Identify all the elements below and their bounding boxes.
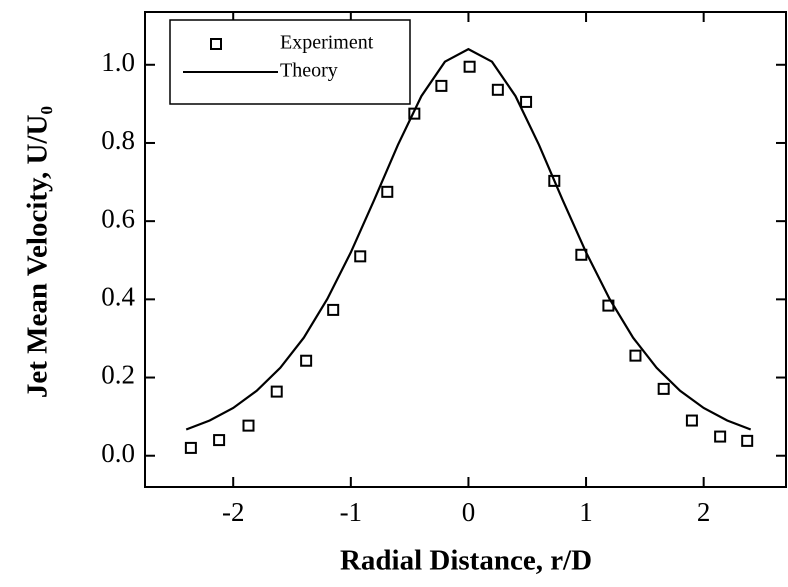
legend-marker <box>210 38 222 50</box>
experiment-point <box>242 419 255 432</box>
y-tick-label: 0.6 <box>101 203 135 233</box>
x-axis-title: Radial Distance, r/D <box>340 545 592 577</box>
experiment-point <box>213 434 226 447</box>
legend-label: Theory <box>280 60 338 82</box>
y-tick-label: 0.2 <box>101 360 135 390</box>
y-tick-label: 0.0 <box>101 438 135 468</box>
experiment-point <box>327 303 340 316</box>
x-tick-label: 2 <box>697 497 711 527</box>
y-tick-label: 0.4 <box>101 282 135 312</box>
experiment-point <box>629 349 642 362</box>
experiment-point <box>714 430 727 443</box>
experiment-point <box>184 441 197 454</box>
experiment-point <box>463 60 476 73</box>
x-tick-label: 0 <box>462 497 476 527</box>
legend-label: Experiment <box>280 32 374 54</box>
experiment-point <box>741 434 754 447</box>
x-tick-label: 1 <box>579 497 593 527</box>
experiment-point <box>491 83 504 96</box>
theory-line <box>185 47 752 431</box>
experiment-point <box>300 354 313 367</box>
experiment-point <box>354 250 367 263</box>
experiment-point <box>548 174 561 187</box>
y-tick-label: 0.8 <box>101 125 135 155</box>
y-tick-label: 1.0 <box>101 47 135 77</box>
legend-box <box>169 19 411 105</box>
experiment-point <box>435 79 448 92</box>
experiment-point <box>381 185 394 198</box>
x-tick-label: -2 <box>222 497 245 527</box>
y-axis-title: Jet Mean Velocity, U/U₀ <box>22 106 54 399</box>
experiment-point <box>270 385 283 398</box>
experiment-point <box>685 414 698 427</box>
x-tick-label: -1 <box>340 497 363 527</box>
plot-frame <box>144 11 787 488</box>
experiment-point <box>657 382 670 395</box>
experiment-point <box>520 95 533 108</box>
